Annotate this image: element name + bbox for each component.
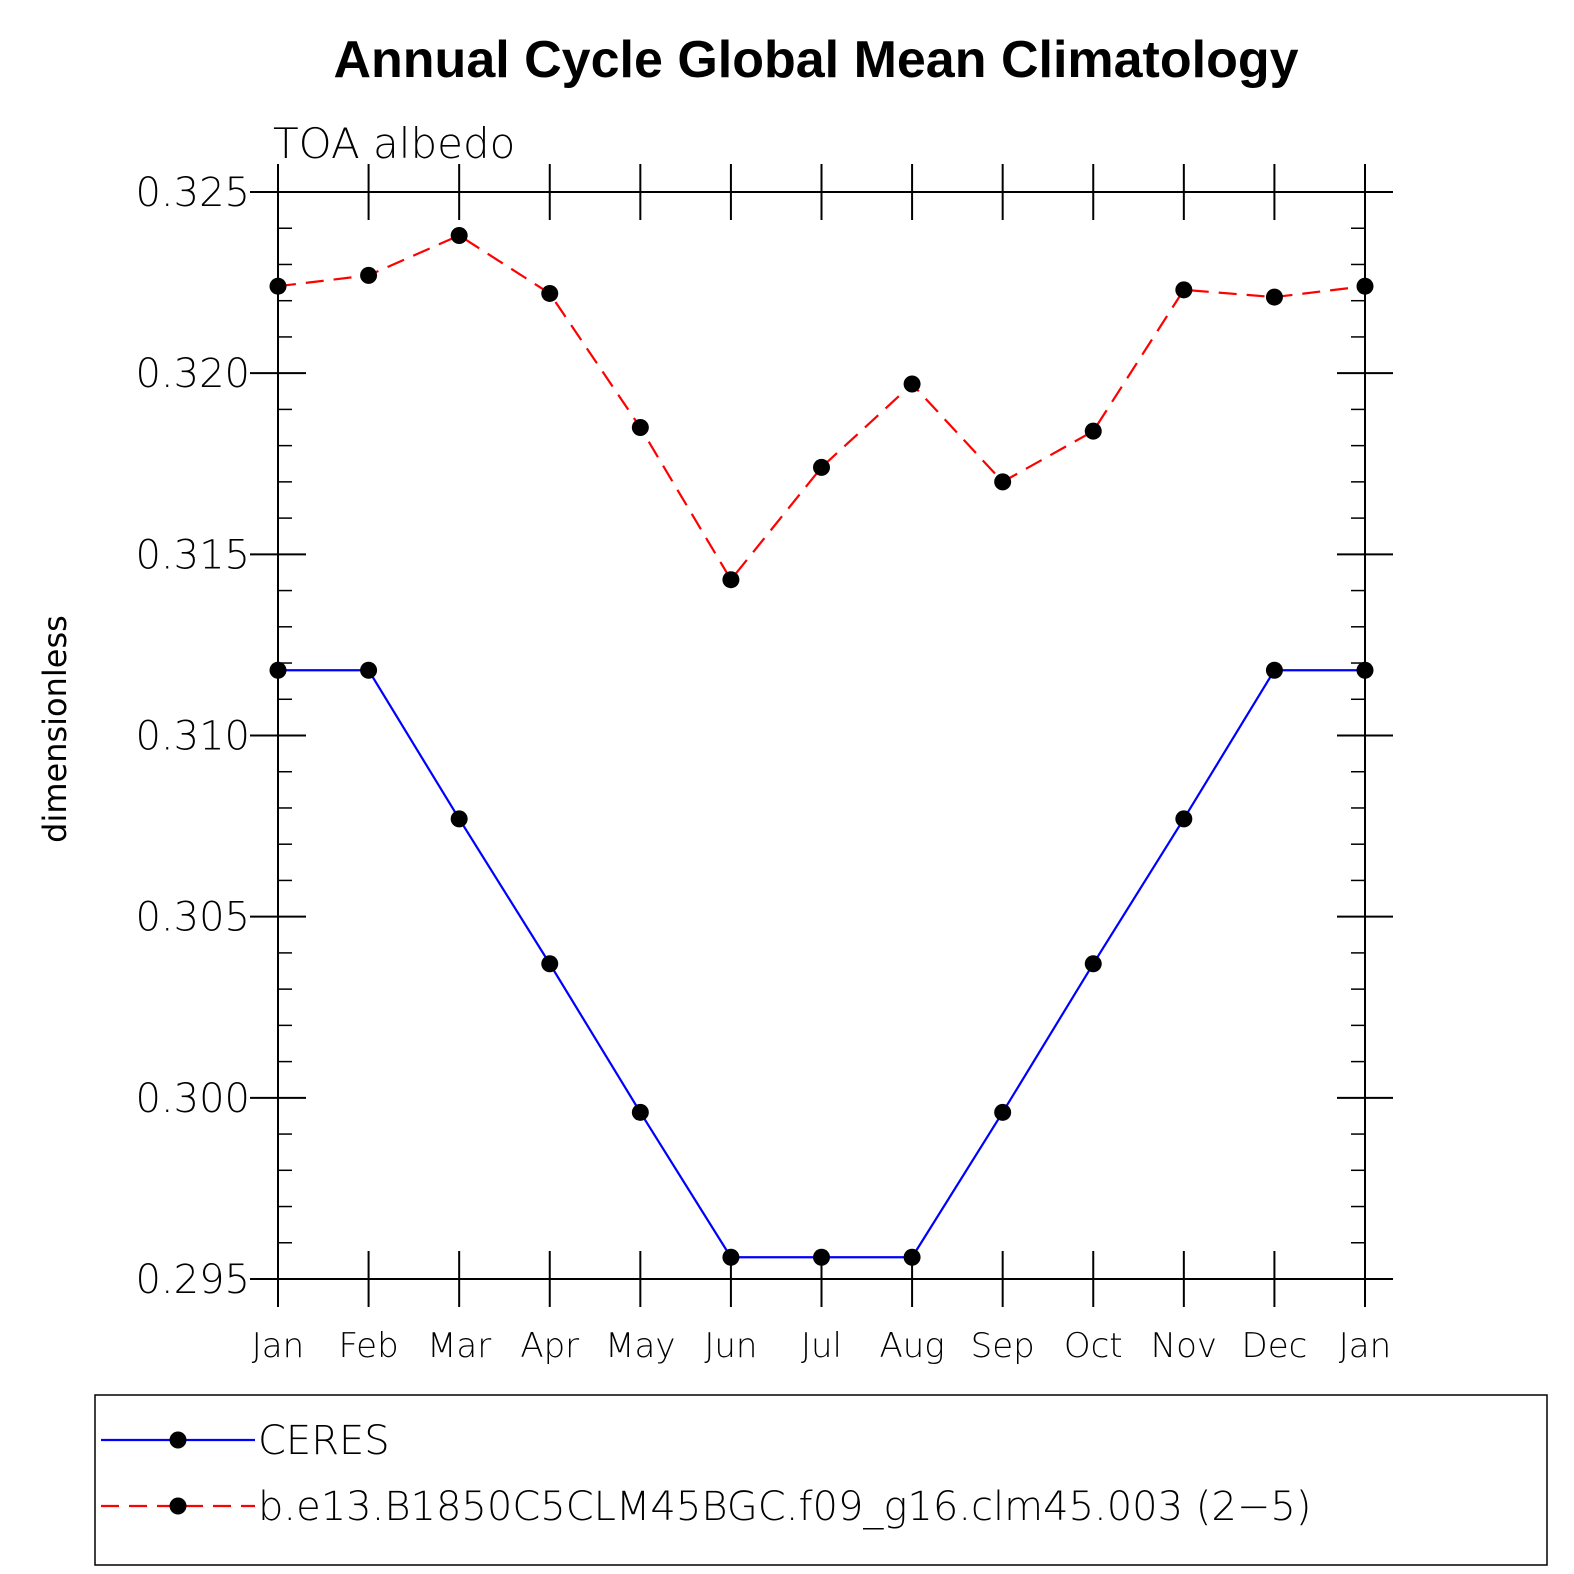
legend: CERES b.e13.B1850C5CLM45BGC.f09_g16.clm45… [101,1418,1311,1530]
y-tick-label: 0.320 [135,351,250,397]
y-tick-label: 0.310 [135,714,250,760]
minor-ticks [278,227,1365,1244]
series-layer [269,226,1374,1266]
x-tick-label: Dec [1242,1326,1308,1366]
data-point [1265,661,1283,679]
x-tick-label: Jan [1339,1326,1391,1366]
x-tick-label: Jan [252,1326,304,1366]
x-tick-label: Sep [971,1326,1035,1366]
x-tick-label: Nov [1151,1326,1217,1366]
x-tick-label: Jun [704,1326,757,1366]
legend-label: b.e13.B1850C5CLM45BGC.f09_g16.clm45.003 … [258,1484,1311,1530]
y-tick-label: 0.305 [135,895,250,941]
legend-label: CERES [258,1418,390,1464]
data-point [269,661,287,679]
data-point [722,1248,740,1266]
chart-subtitle: TOA albedo [273,119,515,168]
y-axis-label: dimensionless [36,615,74,843]
data-point [1084,955,1102,973]
y-ticks: 0.295 0.300 0.305 0.310 0.315 0.320 0.325 [135,170,1393,1303]
x-tick-label: Jul [801,1326,842,1366]
legend-box [94,1394,1548,1566]
y-tick-label: 0.325 [135,170,250,216]
data-point [1175,810,1193,828]
legend-marker [169,1431,187,1449]
plot-border [277,191,1366,1280]
data-point [903,1248,921,1266]
data-point [813,458,830,476]
data-point [1175,281,1193,299]
data-point [360,266,378,284]
data-point [1265,288,1283,306]
data-point [813,1248,830,1266]
x-tick-label: Feb [338,1326,398,1366]
y-tick-label: 0.315 [135,532,250,578]
data-point [269,277,287,295]
data-point [1356,661,1374,679]
data-point [1356,277,1374,295]
data-point [360,661,378,679]
y-tick-label: 0.300 [135,1076,250,1122]
data-point [450,810,468,828]
data-point [1084,422,1102,440]
x-tick-label: Apr [520,1326,579,1366]
data-point [541,284,559,302]
data-point [541,955,559,973]
x-tick-label: May [605,1326,675,1366]
data-point [994,473,1012,491]
data-point [631,419,649,437]
chart-title: Annual Cycle Global Mean Climatology [333,31,1298,89]
data-point [903,375,921,393]
legend-marker [169,1497,187,1515]
data-point [631,1103,649,1121]
plot-frame [277,191,1366,1280]
x-tick-label: Oct [1064,1326,1123,1366]
series-line-1 [277,234,1366,582]
x-tick-label: Aug [879,1326,944,1366]
x-tick-label: Mar [427,1326,491,1366]
data-point [450,226,468,244]
data-point [994,1103,1012,1121]
x-ticks: Jan Feb Mar Apr May Jun Jul Aug Sep Oct Nov Dec Jan [252,164,1391,1366]
data-point [722,571,740,589]
series-line-0 [278,669,1365,1259]
y-tick-label: 0.295 [135,1257,250,1303]
